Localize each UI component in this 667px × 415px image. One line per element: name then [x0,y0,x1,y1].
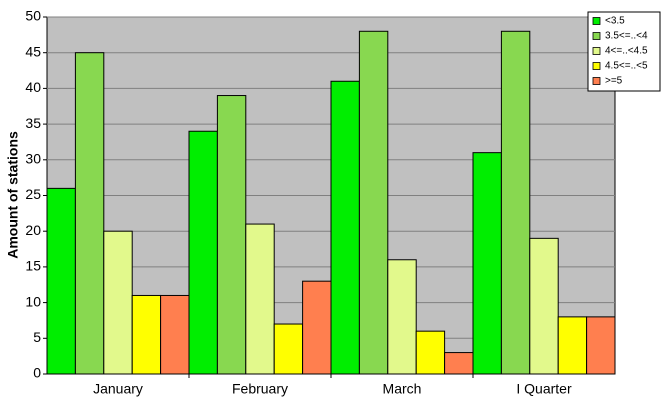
y-tick-label: 35 [25,115,41,131]
bar [103,230,133,375]
bar [500,30,531,375]
bar [358,30,389,375]
legend-swatch [592,47,601,55]
legend-swatch [592,17,601,25]
legend-swatch [592,77,601,85]
bar [529,237,559,375]
bar [387,259,417,375]
bar [557,316,588,375]
y-tick-label: 5 [33,329,41,345]
bar [131,294,162,375]
x-tick-label: January [93,381,143,397]
bar [74,52,105,375]
bar [302,280,332,375]
legend-label: 3.5<=..<4 [605,31,648,42]
y-tick-label: 25 [25,186,41,202]
bar [444,352,474,375]
legend-swatch [592,32,601,40]
x-tick-label: March [383,381,422,397]
bar [330,80,360,375]
bar [188,130,218,375]
y-tick-label: 20 [25,222,41,238]
y-axis-label: Amount of stations [5,131,21,259]
bar [273,323,304,375]
bar [46,187,76,375]
y-tick-label: 50 [25,8,41,24]
y-tick-label: 45 [25,43,41,59]
legend-label: 4<=..<4.5 [605,46,648,57]
y-tick-label: 40 [25,79,41,95]
bar [586,316,616,375]
bar [160,294,190,375]
legend-label: >=5 [605,76,623,87]
x-tick-label: February [232,381,288,397]
bar [415,330,446,375]
y-tick-label: 0 [33,365,41,381]
y-tick-label: 15 [25,258,41,274]
legend-label: <3.5 [605,16,625,27]
y-tick-label: 10 [25,293,41,309]
bar [245,223,275,375]
y-tick-label: 30 [25,151,41,167]
bar [216,95,247,375]
legend-swatch [592,62,601,70]
legend-label: 4.5<=..<5 [605,61,648,72]
x-tick-label: I Quarter [516,381,572,397]
bar [472,152,502,375]
